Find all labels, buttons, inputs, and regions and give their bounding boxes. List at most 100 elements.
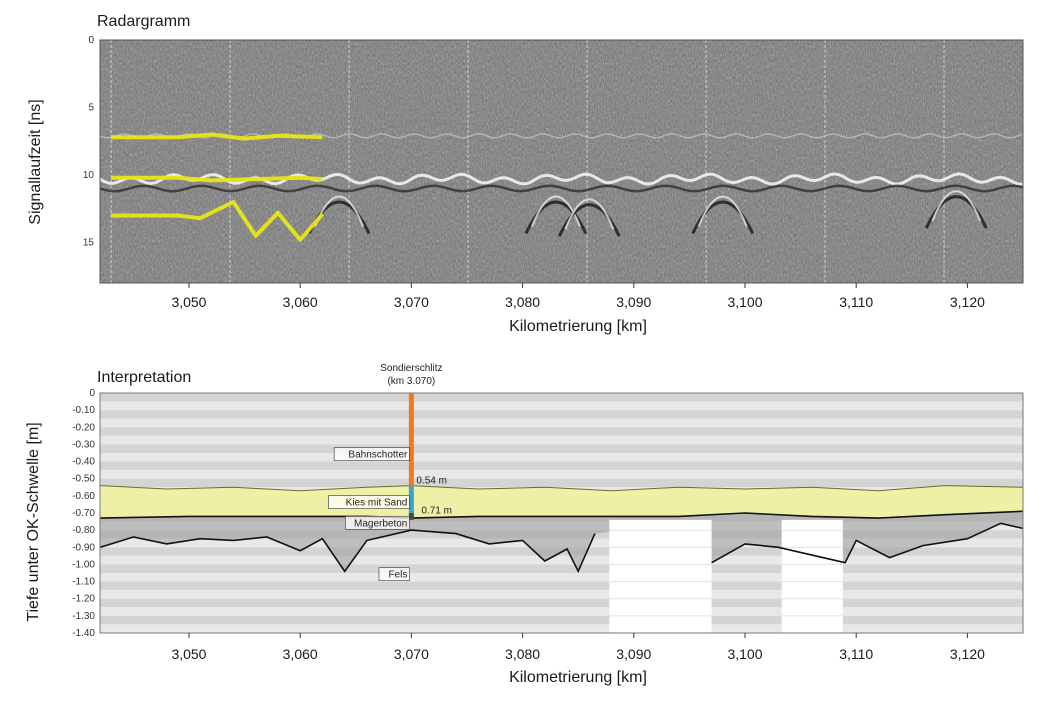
depth-band-light	[100, 642, 1023, 651]
depth-band-light	[100, 470, 1023, 479]
interpretation-ytick-label: -0.50	[72, 474, 95, 485]
interpretation-ytick-label: -1.00	[72, 559, 95, 570]
boundary-kies	[100, 485, 1023, 492]
radargram-hyperbola-bright	[531, 195, 581, 227]
depth-band-light	[100, 624, 1023, 633]
interpretation-xtick-label: 3,060	[283, 646, 318, 662]
depth-band-light	[100, 418, 1023, 428]
radargram-xtick-label: 3,070	[394, 294, 429, 310]
interpretation-ytick-label: -1.30	[72, 611, 95, 622]
depth-band-light	[100, 555, 1023, 565]
interpretation-ytick-label: 0	[89, 388, 95, 399]
depth-band-dark	[100, 598, 1023, 608]
radargram-hyperbola-dark	[924, 195, 988, 229]
borehole-label-line-2: (km 3.070)	[387, 376, 435, 387]
layer-label-bahnschotter: Bahnschotter	[348, 450, 408, 461]
radargram-ylabel: Signallaufzeit [ns]	[27, 99, 44, 224]
borehole-segment	[408, 513, 414, 520]
interpretation-ytick-label: -0.60	[72, 491, 95, 502]
radargram-xtick-label: 3,060	[283, 294, 318, 310]
interpretation-xlabel: Kilometrierung [km]	[509, 669, 647, 686]
borehole-depth-note-1: 0.54 m	[416, 476, 447, 487]
layer-label-kies-mit-sand: Kies mit Sand	[346, 498, 408, 509]
radargram-hyperbola-dark	[557, 203, 621, 237]
interpretation-ytick-label: -0.90	[72, 542, 95, 553]
interpretation-xtick-label: 3,120	[950, 646, 985, 662]
interpretation-xtick-label: 3,070	[394, 646, 429, 662]
radargram-reflector-upper	[100, 133, 1023, 139]
interpretation-plot-area	[100, 393, 1023, 651]
depth-band-light	[100, 573, 1023, 582]
radargram-hyperbola-dark	[524, 200, 588, 235]
interpretation-ytick-label: -1.10	[72, 577, 95, 588]
radargram-ytick-label: 15	[83, 238, 95, 249]
radargram-pick-line	[111, 132, 323, 141]
radargram-xlabel: Kilometrierung [km]	[509, 318, 647, 335]
layer-label-box	[345, 515, 410, 530]
layer-label-magerbeton: Magerbeton	[354, 518, 407, 529]
radargram-hyperbola-bright	[697, 195, 748, 227]
layer-label-fels: Fels	[388, 570, 407, 581]
depth-band-dark	[100, 478, 1023, 488]
depth-band-light	[100, 453, 1023, 462]
depth-band-dark	[100, 444, 1023, 453]
layer-kies-mit-sand	[100, 485, 1023, 519]
radargram-title: Radargramm	[97, 13, 190, 30]
depth-band-light	[100, 607, 1023, 616]
interpretation-ytick-label: -1.40	[72, 628, 95, 639]
radargram-ytick-label: 10	[83, 170, 95, 181]
radargram-ytick-label: 5	[88, 103, 94, 114]
layer-label-box	[333, 447, 410, 462]
boundary-fels	[100, 529, 596, 574]
radargram-hyperbola-bright	[931, 190, 982, 222]
borehole-segment	[408, 393, 414, 486]
depth-band-dark	[100, 564, 1023, 573]
depth-band-light	[100, 435, 1023, 445]
radargram-plot-area	[100, 40, 1023, 283]
borehole	[408, 393, 414, 520]
depth-band-light	[100, 401, 1023, 411]
interpretation-ylabel: Tiefe unter OK-Schwelle [m]	[25, 422, 42, 621]
radargram-xtick-label: 3,050	[171, 294, 206, 310]
interpretation-ytick-label: -0.80	[72, 525, 95, 536]
depth-band-dark	[100, 393, 1023, 402]
radargram-xtick-label: 3,080	[505, 294, 540, 310]
data-gap	[781, 519, 843, 633]
radargram-xtick-label: 3,110	[839, 294, 873, 310]
data-gap	[609, 519, 712, 633]
radargram-pick-line	[111, 200, 324, 242]
radargram-hyperbola-bright	[564, 198, 615, 230]
interpretation-xtick-label: 3,090	[616, 646, 651, 662]
interpretation-ytick-label: -0.70	[72, 508, 95, 519]
interpretation-ytick-label: -0.10	[72, 405, 95, 416]
radargram-texture	[100, 40, 1023, 283]
radargram-xtick-label: 3,100	[727, 294, 762, 310]
interpretation-ytick-label: -0.20	[72, 422, 95, 433]
depth-band-dark	[100, 581, 1023, 591]
interpretation-ytick-label: -0.30	[72, 439, 95, 450]
depth-band-dark	[100, 427, 1023, 436]
interpretation-ytick-label: -0.40	[72, 457, 95, 468]
depth-band-dark	[100, 633, 1023, 642]
borehole-depth-note-2: 0.71 m	[421, 505, 452, 516]
borehole-segment	[408, 485, 414, 513]
depth-band-dark	[100, 461, 1023, 471]
radargram-ytick-label: 0	[88, 35, 94, 46]
interpretation-xtick-label: 3,050	[171, 646, 206, 662]
depth-band-dark	[100, 615, 1023, 625]
interpretation-ytick-label: -1.20	[72, 594, 95, 605]
interpretation-title: Interpretation	[97, 369, 191, 386]
radargram-frame	[99, 39, 1024, 284]
depth-band-light	[100, 590, 1023, 599]
radargram-xtick-label: 3,120	[950, 294, 985, 310]
radargram-reflector-dark	[100, 184, 1023, 193]
radargram-xtick-label: 3,090	[616, 294, 651, 310]
interpretation-xtick-label: 3,110	[839, 646, 873, 662]
radargram-hyperbola-dark	[691, 200, 755, 235]
layer-label-box	[328, 495, 410, 510]
interpretation-frame	[99, 392, 1024, 634]
interpretation-xtick-label: 3,100	[727, 646, 762, 662]
borehole-label-line-1: Sondierschlitz	[380, 363, 442, 374]
radargram-pick-line	[111, 175, 323, 183]
